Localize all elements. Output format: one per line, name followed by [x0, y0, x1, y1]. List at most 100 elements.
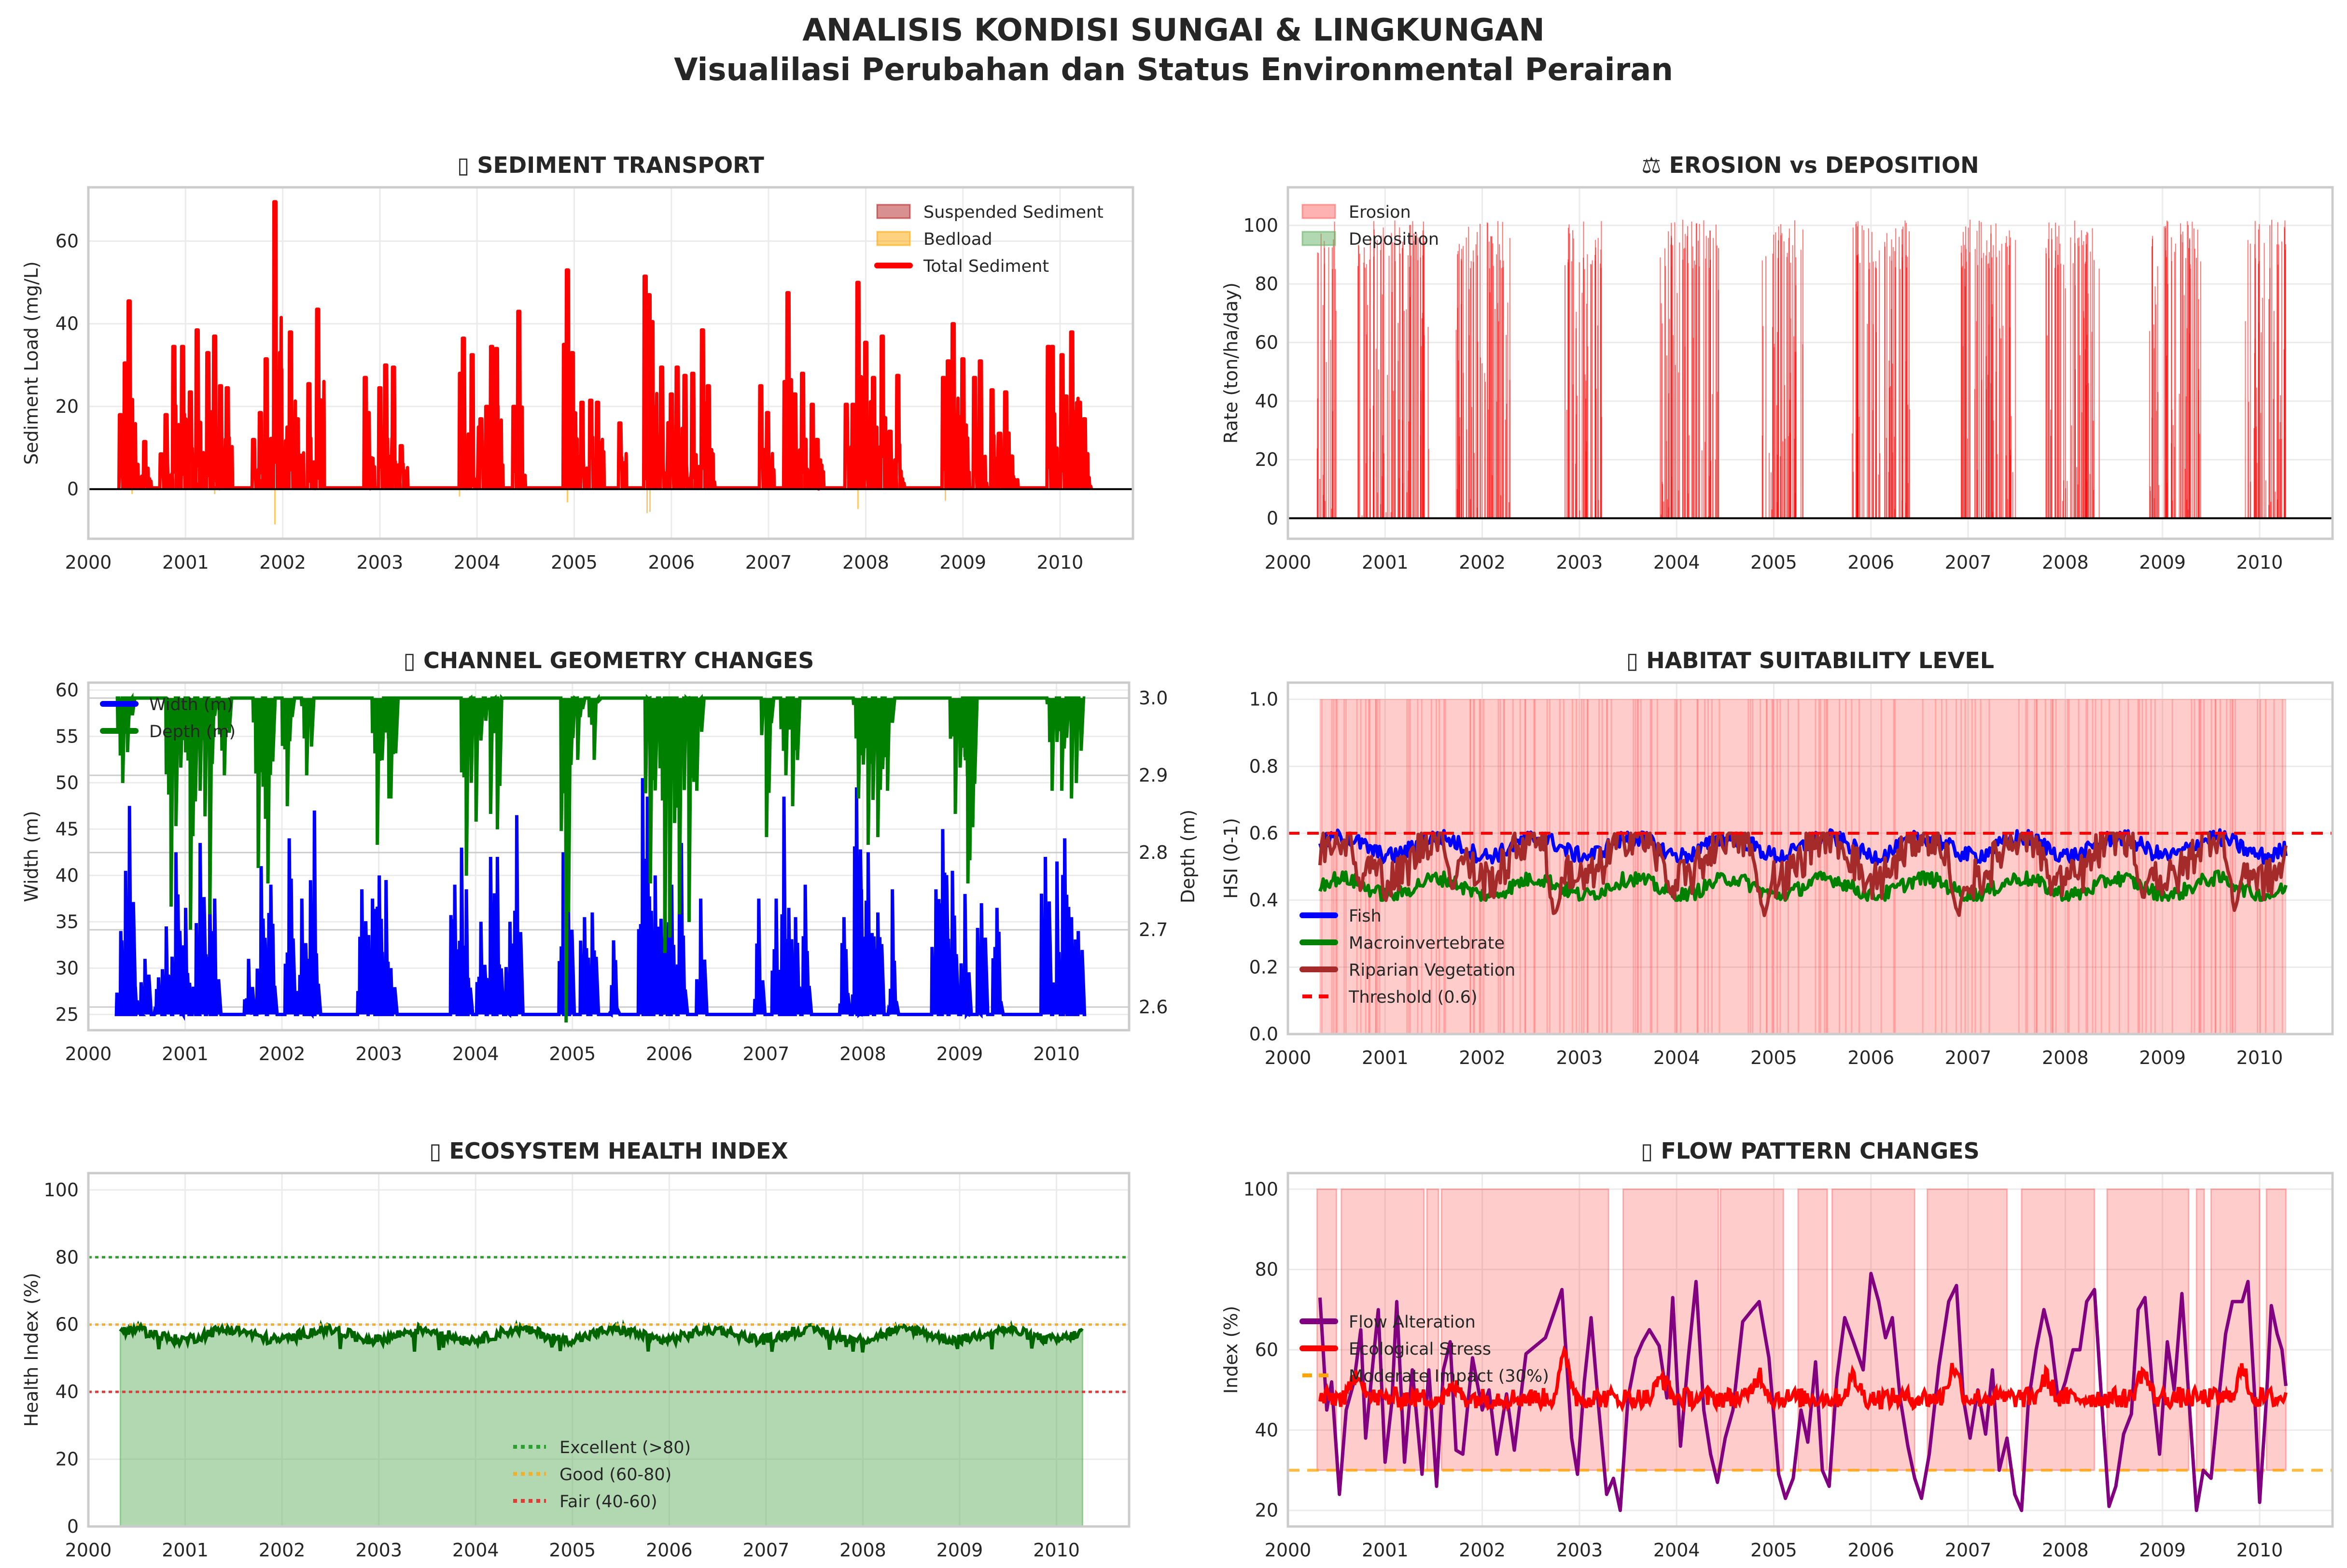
axes-frame [87, 681, 1131, 1032]
legend-item: Threshold (0.6) [1302, 988, 1478, 1007]
legend-label: Flow Alteration [1349, 1313, 1476, 1332]
x-tick-label: 2007 [743, 1540, 790, 1561]
panel-title: ▯ HABITAT SUITABILITY LEVEL [1626, 647, 1994, 673]
axes-frame [1286, 186, 2334, 540]
y-tick-label: 45 [56, 818, 79, 840]
panel-title: ▯ FLOW PATTERN CHANGES [1641, 1138, 1980, 1164]
axes-frame [1286, 1172, 2334, 1528]
x-tick-label: 2009 [936, 1043, 983, 1064]
legend-label: Good (60-80) [559, 1465, 671, 1484]
x-tick-label: 2010 [2236, 552, 2283, 573]
legend-item: Fair (40-60) [513, 1492, 657, 1512]
x-tick-label: 2001 [162, 552, 209, 573]
y-tick-label: 40 [56, 1381, 79, 1402]
legend-item: Bedload [876, 230, 992, 249]
x-tick-label: 2010 [1037, 552, 1084, 573]
impact-period [1831, 1188, 1915, 1471]
y2-tick-label: 3.0 [1139, 687, 1168, 709]
x-tick-label: 2005 [549, 1540, 596, 1561]
y-tick-label: 50 [56, 772, 79, 793]
y-tick-label: 0 [67, 478, 79, 500]
panel-title: ▯ SEDIMENT TRANSPORT [457, 152, 764, 178]
x-tick-label: 2003 [355, 1540, 402, 1561]
x-tick-label: 2002 [1459, 552, 1506, 573]
x-tick-label: 2001 [1362, 552, 1409, 573]
x-tick-label: 2001 [162, 1540, 209, 1561]
y-tick-label: 60 [56, 679, 79, 700]
legend-item: Total Sediment [874, 257, 1049, 276]
legend-label: Ecological Stress [1349, 1340, 1491, 1359]
x-tick-label: 2002 [259, 1043, 306, 1064]
y-tick-label: 35 [56, 911, 79, 932]
legend-label: Macroinvertebrate [1349, 934, 1505, 953]
y-tick-label: 20 [56, 396, 79, 417]
y-tick-label: 40 [1255, 391, 1278, 412]
panel-erosion: ⚖ EROSION vs DEPOSITION 2000 2001 2002 2003 2… [1220, 152, 2334, 573]
x-tick-label: 2008 [2042, 552, 2089, 573]
y-tick-label: 40 [1255, 1419, 1278, 1441]
legend-label: Total Sediment [923, 257, 1049, 276]
series-depth [115, 692, 1086, 1023]
x-tick-label: 2004 [1653, 1540, 1700, 1561]
y-axis-label: Health Index (%) [21, 1273, 42, 1427]
y-tick-label: 25 [56, 1004, 79, 1025]
x-tick-label: 2009 [2139, 552, 2186, 573]
legend-swatch [1301, 204, 1336, 219]
x-tick-label: 2003 [1556, 1540, 1603, 1561]
panel-title: ⚖ EROSION vs DEPOSITION [1641, 152, 1979, 178]
x-tick-label: 2007 [1945, 1540, 1992, 1561]
x-tick-label: 2005 [1750, 1047, 1797, 1068]
legend-item: Erosion [1301, 203, 1411, 222]
panel-flow: ▯ FLOW PATTERN CHANGES 2000 2001 2002 2003 20… [1220, 1138, 2334, 1561]
legend: Flow Alteration Ecological Stress Moderate… [1299, 1313, 1549, 1386]
y-tick-label: 100 [1243, 215, 1278, 236]
x-tick-label: 2007 [743, 1043, 790, 1064]
legend-label: Width (m) [149, 695, 233, 714]
x-tick-label: 2007 [745, 552, 792, 573]
x-tick-label: 2009 [936, 1540, 983, 1561]
legend-label: Threshold (0.6) [1348, 988, 1478, 1007]
x-tick-label: 2004 [1653, 1047, 1700, 1068]
legend: Width (m) Depth (m) [100, 695, 236, 742]
y-tick-label: 80 [56, 1246, 79, 1268]
legend-item: Depth (m) [100, 722, 236, 742]
legend-item: Fish [1299, 907, 1382, 926]
x-tick-label: 2005 [551, 552, 598, 573]
legend-item: Good (60-80) [513, 1465, 671, 1484]
impact-period [1426, 1188, 1439, 1471]
x-tick-label: 2000 [1265, 552, 1312, 573]
panel-title: ▯ CHANNEL GEOMETRY CHANGES [404, 647, 814, 673]
y2-tick-label: 2.9 [1139, 765, 1168, 786]
legend: Suspended Sediment Bedload Total Sediment [874, 203, 1104, 276]
y-axis-label: Width (m) [21, 811, 42, 902]
axes-frame [1286, 681, 2334, 1036]
x-tick-label: 2004 [1653, 552, 1700, 573]
legend-item: Excellent (>80) [513, 1438, 691, 1457]
x-tick-label: 2003 [1556, 552, 1603, 573]
y-tick-label: 60 [1255, 332, 1278, 353]
x-tick-label: 2008 [2042, 1540, 2089, 1561]
figure-title-line1: ANALISIS KONDISI SUNGAI & LINGKUNGAN [802, 13, 1545, 48]
y-tick-label: 80 [1255, 1259, 1278, 1280]
legend: Erosion Deposition [1301, 203, 1439, 249]
x-tick-label: 2005 [1750, 552, 1797, 573]
y-tick-label: 60 [56, 230, 79, 252]
y-tick-label: 80 [1255, 273, 1278, 294]
y-tick-label: 0.8 [1249, 756, 1278, 777]
legend-item: Width (m) [100, 695, 233, 714]
y-tick-label: 20 [1255, 1500, 1278, 1521]
y-tick-label: 0.0 [1249, 1023, 1278, 1045]
legend-item: Macroinvertebrate [1299, 934, 1505, 953]
x-tick-label: 2003 [357, 552, 404, 573]
x-tick-label: 2001 [1362, 1047, 1409, 1068]
axes-frame [87, 1172, 1131, 1528]
y-tick-label: 30 [56, 957, 79, 979]
x-tick-label: 2000 [65, 552, 112, 573]
x-tick-label: 2003 [1556, 1047, 1603, 1068]
legend-swatch [876, 231, 911, 246]
y-tick-label: 0 [1267, 508, 1278, 529]
figure-title: ANALISIS KONDISI SUNGAI & LINGKUNGAN Vis… [0, 11, 2347, 90]
x-tick-label: 2006 [1847, 552, 1894, 573]
x-tick-label: 2002 [259, 552, 306, 573]
